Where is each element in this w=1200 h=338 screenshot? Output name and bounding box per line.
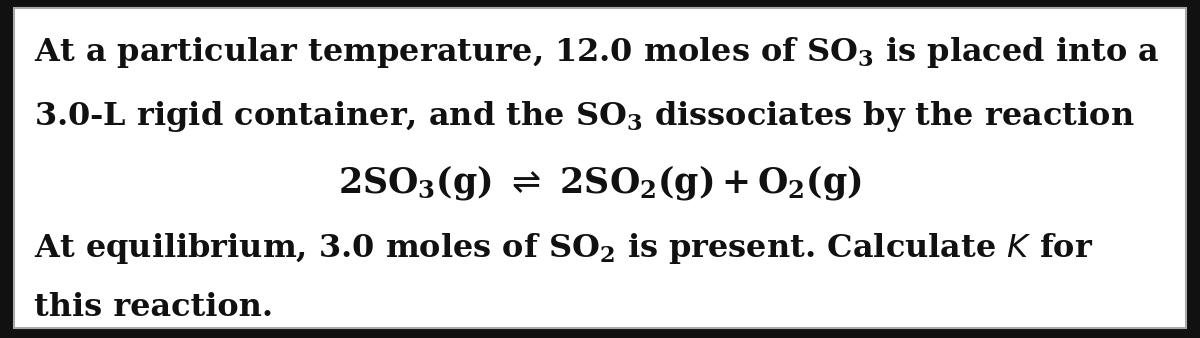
FancyBboxPatch shape [14,8,1186,328]
Text: At a particular temperature, 12.0 moles of $\mathregular{SO_3}$ is placed into a: At a particular temperature, 12.0 moles … [34,35,1159,70]
Text: At equilibrium, 3.0 moles of $\mathregular{SO_2}$ is present. Calculate $\mathit: At equilibrium, 3.0 moles of $\mathregul… [34,231,1093,266]
Text: $\mathregular{2SO_3(g)}$ $\rightleftharpoons$ $\mathregular{2SO_2(g) + O_2(g)}$: $\mathregular{2SO_3(g)}$ $\rightleftharp… [338,163,862,202]
Text: 3.0-L rigid container, and the $\mathregular{SO_3}$ dissociates by the reaction: 3.0-L rigid container, and the $\mathreg… [34,99,1134,134]
Text: this reaction.: this reaction. [34,292,272,323]
